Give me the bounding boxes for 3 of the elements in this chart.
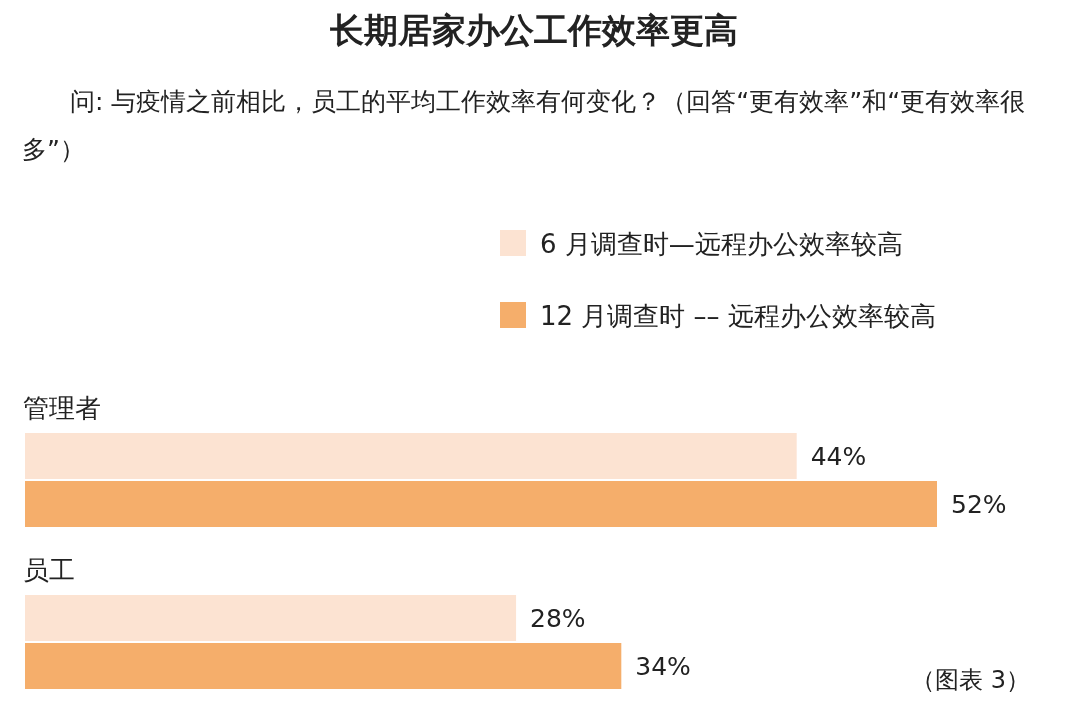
title: 长期居家办公工作效率更高 (329, 9, 739, 52)
annotation: （图表 3） (911, 666, 1030, 694)
subtitle: 问: 与疫情之前相比，员工的平均工作效率有何变化？（回答“更有效率”和“更有效率很多”） (22, 86, 1027, 166)
